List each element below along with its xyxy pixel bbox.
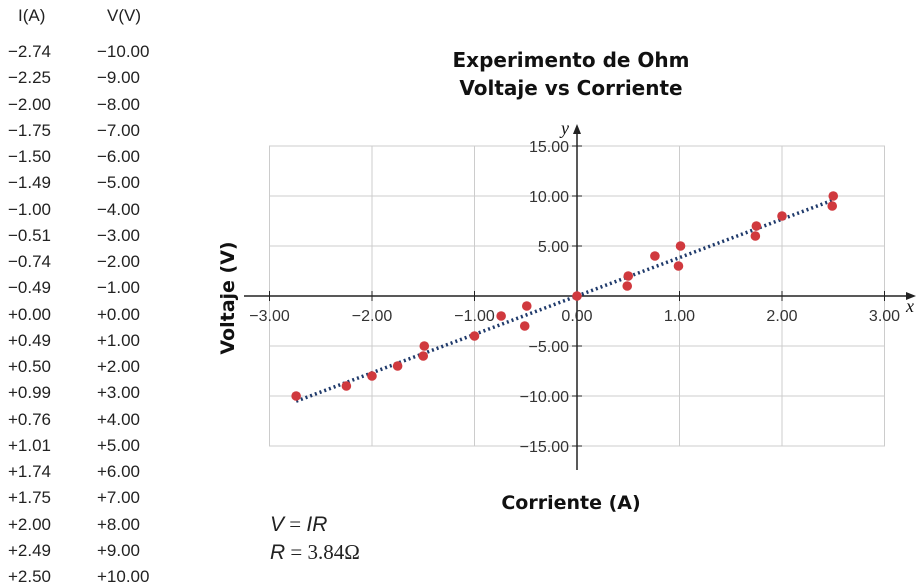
table-cell-voltage: −1.00 [97,278,141,298]
x-tick-label: 2.00 [766,308,797,325]
table-cell-current: +0.50 [8,357,52,376]
header-current: I(A) [18,6,46,25]
table-cell-current: −1.50 [8,147,52,166]
y-axis-title: Voltaje (V) [217,241,239,354]
table-cell-voltage: −9.00 [97,68,141,88]
table-cell-voltage: +3.00 [97,383,141,403]
x-tick-label: 0.00 [561,308,592,325]
data-point [367,371,377,381]
table-cell-current: +1.74 [8,462,52,481]
data-points [291,191,839,401]
table-cell-voltage: +9.00 [97,540,141,560]
data-point [496,311,506,321]
data-point [341,381,352,391]
table-cell-voltage: +2.00 [97,357,141,376]
formula-ohm-law: V = IR [270,512,328,536]
data-point [469,331,480,341]
x-axis-title: Corriente (A) [501,492,640,514]
data-point [751,221,762,231]
table-cell-current: −0.49 [8,278,52,298]
table-cell-current: −1.75 [8,120,52,140]
x-tick-label: −1.00 [454,308,495,325]
x-axis-symbol: x [905,296,914,316]
table-cell-voltage: +10.00 [97,567,150,586]
y-tick-label: −5.00 [529,339,570,356]
table-cell-voltage: −6.00 [97,147,141,166]
data-point [622,281,633,291]
table-cell-voltage: +8.00 [97,514,141,534]
table-cell-current: −0.51 [8,225,52,245]
x-tick-label: 3.00 [869,308,900,325]
table-cell-current: +0.49 [8,330,52,350]
table-cell-voltage: +7.00 [97,488,141,508]
y-tick-label: 10.00 [529,189,569,206]
data-point [291,391,301,401]
x-tick-label: −2.00 [352,308,393,325]
data-point [572,291,582,301]
formula-ir: IR [306,513,328,536]
table-cell-voltage: +1.00 [97,330,141,350]
tick-labels: −3.00 −2.00 −1.00 0.00 1.00 2.00 3.00 −15.00 −10… [249,139,900,456]
y-axis-arrow [573,124,581,134]
data-point [777,211,787,221]
y-tick-label: −10.00 [520,389,569,406]
chart-title-line-2: Voltaje vs Corriente [459,76,682,100]
data-point [650,251,660,261]
table-cell-voltage: +5.00 [97,435,141,455]
table-cell-current: +0.00 [8,304,52,324]
y-axis-symbol: y [559,118,569,138]
table-cell-current: +0.99 [8,383,52,403]
y-tick-label: 5.00 [538,239,569,256]
table-cell-voltage: +6.00 [97,462,141,481]
x-axis-arrow [906,292,916,300]
table-cell-voltage: −3.00 [97,225,141,245]
fit-line-segment [295,198,834,403]
chart-title-line-1: Experimento de Ohm [453,48,690,72]
table-cell-current: +2.00 [8,514,52,534]
data-point [519,321,530,331]
data-point [623,271,634,281]
data-point [828,191,839,201]
table-cell-current: −2.25 [8,68,52,88]
data-point [419,341,430,351]
table-cell-voltage: −2.00 [97,252,141,271]
header-voltage: V(V) [107,6,141,25]
data-point [392,361,403,371]
formula-r-value: 3.84Ω [307,540,360,564]
table-cell-current: −1.00 [8,199,52,219]
data-point [827,201,838,211]
formula-resistance: R = 3.84Ω [270,540,360,564]
table-cell-voltage: −5.00 [97,173,141,193]
table-cell-current: +1.01 [8,435,52,455]
formula-v-symbol: V [270,513,285,536]
x-tick-label: −3.00 [249,308,290,325]
data-point [673,261,684,271]
x-tick-label: 1.00 [664,308,695,325]
fit-line [295,198,834,403]
table-cell-current: −2.00 [8,94,52,114]
table-cell-voltage: −7.00 [97,120,141,140]
data-point [418,351,429,361]
data-point [521,301,532,311]
y-tick-label: 15.00 [529,139,569,156]
table-cell-current: +2.50 [8,567,52,586]
table-cell-voltage: −4.00 [97,199,141,219]
table-cell-voltage: +4.00 [97,409,141,429]
y-tick-label: −15.00 [520,439,569,456]
table-cell-voltage: +0.00 [97,304,141,324]
table-cell-voltage: −10.00 [97,42,150,61]
table-cell-current: −2.74 [8,42,52,61]
table-cell-current: +2.49 [8,540,52,560]
data-point [750,231,761,241]
data-point [675,241,686,251]
table-cell-current: −1.49 [8,173,52,193]
table-cell-current: −0.74 [8,252,52,271]
table-cell-current: +1.75 [8,488,52,508]
table-cell-voltage: −8.00 [97,94,141,114]
table-cell-current: +0.76 [8,409,52,429]
formula-r-symbol: R [270,541,286,564]
